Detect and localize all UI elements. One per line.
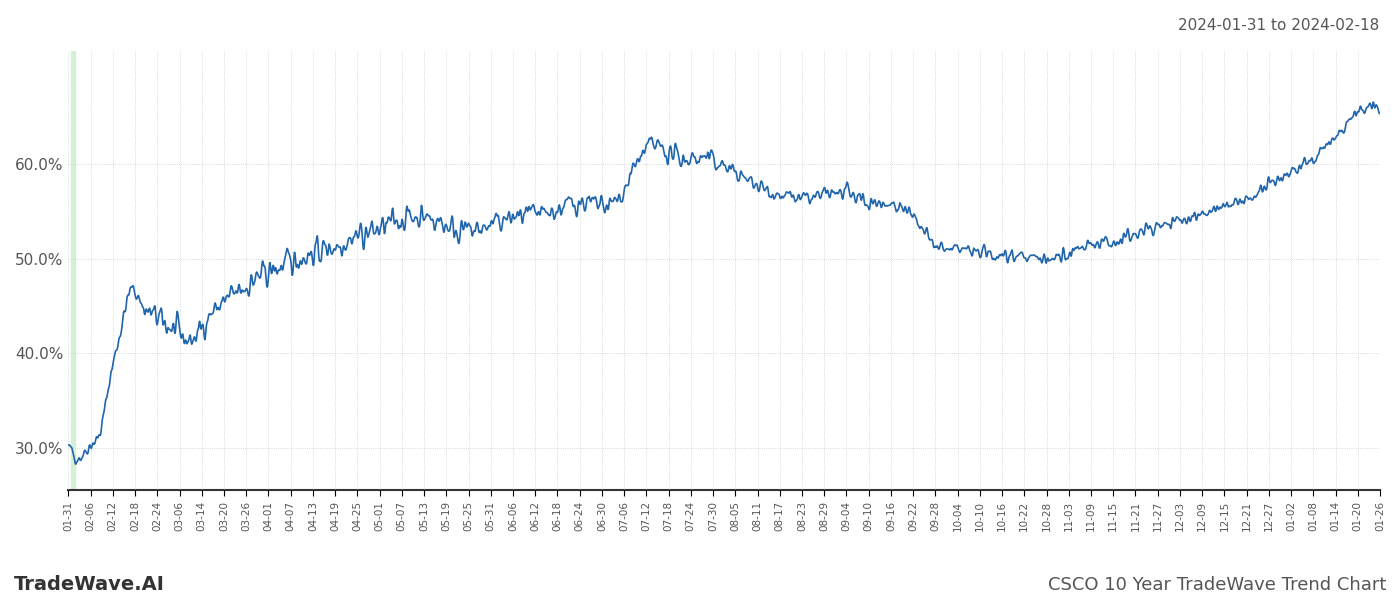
Text: 2024-01-31 to 2024-02-18: 2024-01-31 to 2024-02-18 bbox=[1177, 18, 1379, 33]
Text: CSCO 10 Year TradeWave Trend Chart: CSCO 10 Year TradeWave Trend Chart bbox=[1047, 576, 1386, 594]
Bar bbox=[71, 51, 76, 490]
Text: TradeWave.AI: TradeWave.AI bbox=[14, 575, 165, 594]
